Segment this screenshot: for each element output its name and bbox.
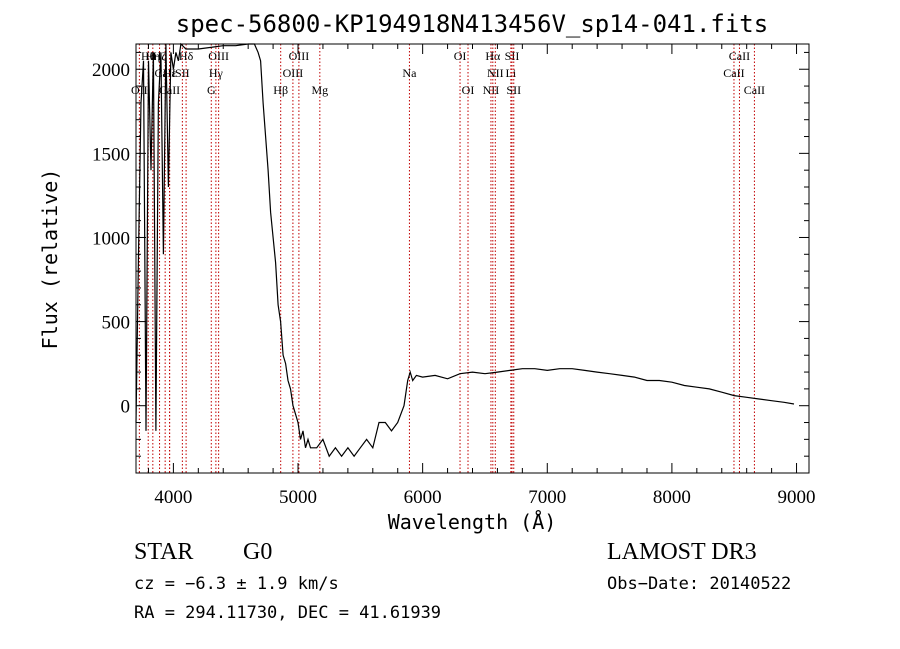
survey-label: LAMOST DR3 xyxy=(607,539,757,565)
y-tick-label: 2000 xyxy=(92,60,130,81)
emission-line-label: OIII xyxy=(208,49,229,63)
y-tick-label: 1000 xyxy=(92,228,130,249)
emission-line-label: CaII xyxy=(159,83,180,97)
emission-line-label: SII xyxy=(505,49,520,63)
x-tick-label: 8000 xyxy=(653,487,691,508)
emission-line-label: CaII xyxy=(744,83,765,97)
emission-line-label: OIII xyxy=(289,49,310,63)
emission-line-label: Na xyxy=(402,66,417,80)
emission-line-label: OIII xyxy=(283,66,304,80)
y-tick-label: 0 xyxy=(121,397,131,418)
emission-line-label: CaII xyxy=(729,49,750,63)
emission-line-label: OII xyxy=(131,83,148,97)
object-class: STAR xyxy=(134,539,194,565)
emission-line-label: CaII xyxy=(723,66,744,80)
emission-line-label: Hθ xyxy=(141,49,156,63)
x-axis-label: Wavelength (Å) xyxy=(388,510,557,534)
redshift-readout: cz = −6.3 ± 1.9 km/s xyxy=(134,574,339,594)
emission-line-label: OI xyxy=(462,83,475,97)
y-axis-label: Flux (relative) xyxy=(38,169,62,350)
emission-line-label: Hδ xyxy=(179,49,194,63)
emission-line-label: NII xyxy=(487,66,504,80)
emission-line-label: Hα xyxy=(485,49,501,63)
flux-series xyxy=(135,42,795,458)
emission-line-label: Hγ xyxy=(209,66,224,80)
object-subclass: G0 xyxy=(243,539,273,565)
coordinates: RA = 294.11730, DEC = 41.61939 xyxy=(134,603,442,623)
y-tick-label: 500 xyxy=(102,313,131,334)
emission-line-markers: OIIHθHηHζHεCaIICaIISIIHδGHγOIIIHβOIIIOII… xyxy=(131,44,765,473)
emission-line-label: OI xyxy=(454,49,467,63)
plot-frame xyxy=(135,43,810,474)
flux-line xyxy=(135,42,795,458)
emission-line-label: Li xyxy=(506,66,517,80)
emission-line-label: SII xyxy=(175,66,190,80)
x-tick-label: 5000 xyxy=(279,487,317,508)
x-tick-label: 9000 xyxy=(778,487,816,508)
emission-line-label: NII xyxy=(483,83,500,97)
emission-line-label: SII xyxy=(506,83,521,97)
emission-line-label: Hζ xyxy=(153,49,167,63)
y-tick-label: 1500 xyxy=(92,144,130,165)
emission-line-label: Mg xyxy=(311,83,328,97)
axis-ticks: 4000 5000 6000 7000 8000 9000 0 500 1000 1500 2000 xyxy=(92,44,816,508)
emission-line-label: Hβ xyxy=(273,83,288,97)
emission-line-label: G xyxy=(207,83,216,97)
obs-date: Obs−Date: 20140522 xyxy=(607,574,792,594)
chart-title: spec-56800-KP194918N413456V_sp14-041.fit… xyxy=(176,10,768,38)
x-tick-label: 4000 xyxy=(154,487,192,508)
x-tick-label: 7000 xyxy=(528,487,566,508)
x-tick-label: 6000 xyxy=(404,487,442,508)
